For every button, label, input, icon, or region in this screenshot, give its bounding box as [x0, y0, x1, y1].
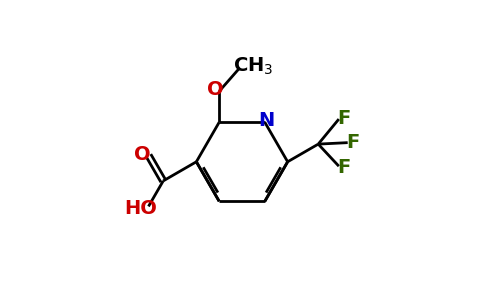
- Text: CH$_3$: CH$_3$: [233, 56, 273, 77]
- Text: F: F: [337, 109, 351, 128]
- Text: F: F: [337, 158, 351, 177]
- Text: O: O: [134, 145, 151, 164]
- Text: N: N: [258, 111, 274, 130]
- Text: HO: HO: [124, 199, 157, 218]
- Text: O: O: [207, 80, 224, 99]
- Text: F: F: [347, 133, 360, 152]
